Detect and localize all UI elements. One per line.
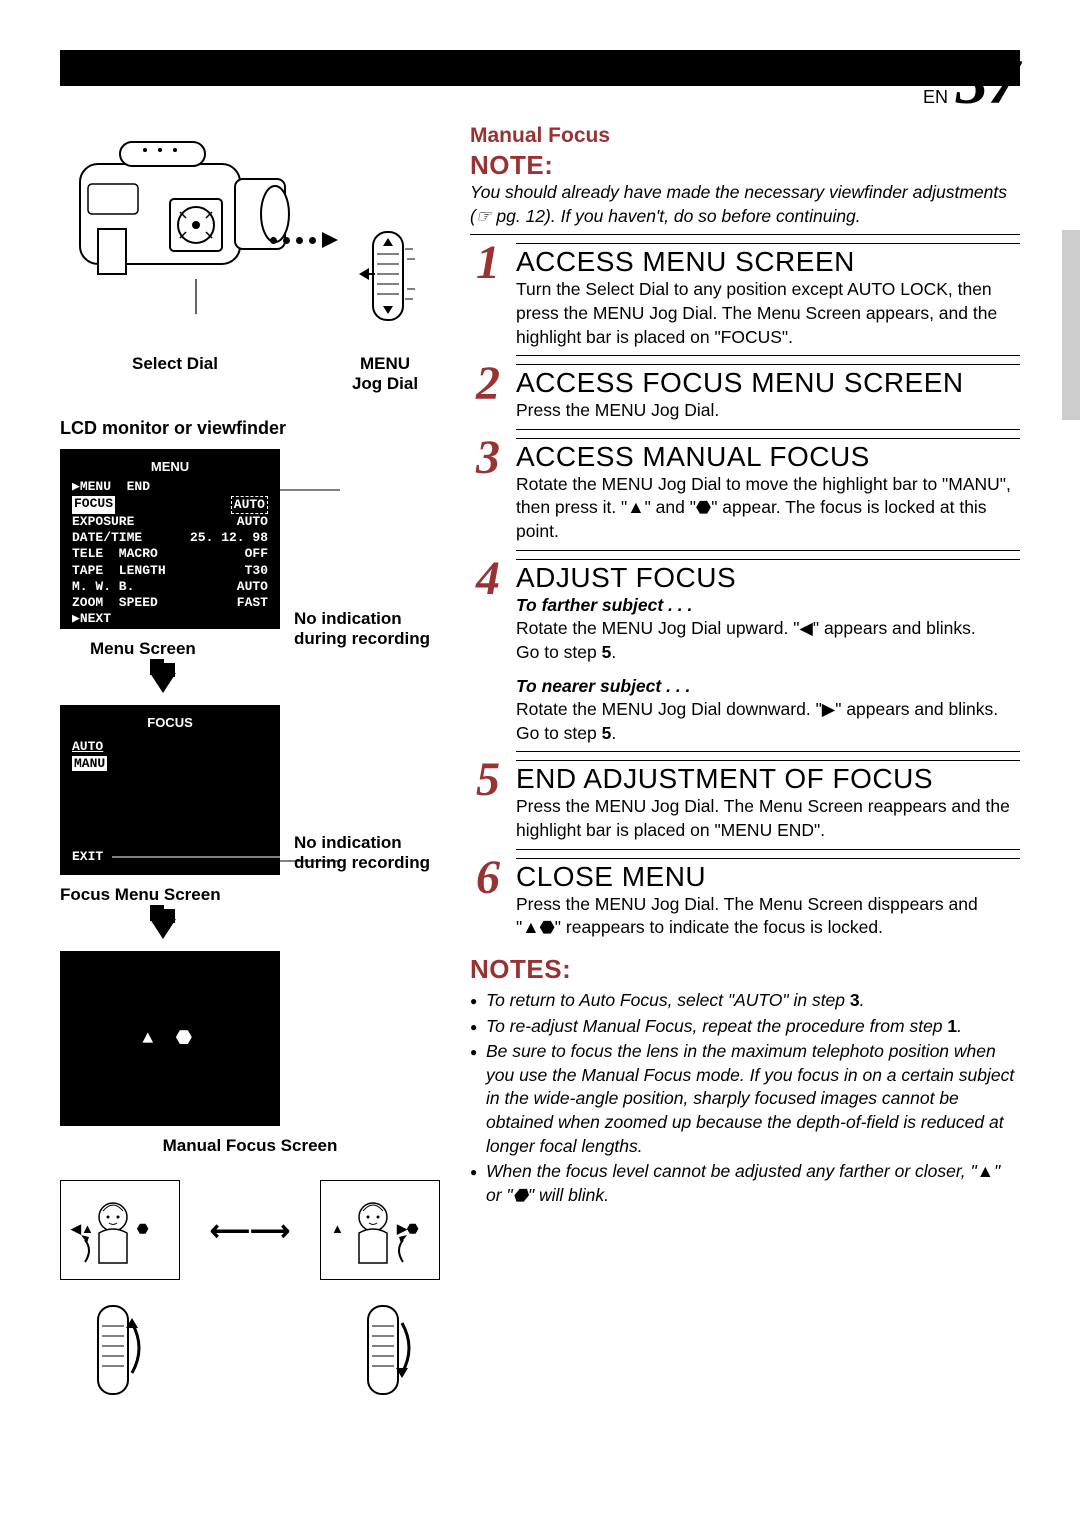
focus-diagram: ◀▲ ⬣ ⟵⟶ ▲ ▶⬣ [60,1180,440,1280]
step-body-text: Press the MENU Jog Dial. The Menu Screen… [516,893,1020,940]
step: 1 ACCESS MENU SCREENTurn the Select Dial … [470,243,1020,349]
notes-item: Be sure to focus the lens in the maximum… [470,1040,1020,1158]
svg-text:◀▲: ◀▲ [70,1221,94,1236]
menu-item: EXPOSUREAUTO [72,514,268,530]
page-number-row: EN 37 [60,50,1020,114]
notes-list: To return to Auto Focus, select "AUTO" i… [470,989,1020,1208]
person-near-box: ▲ ▶⬣ [320,1180,440,1280]
menu-screen: MENU ▶MENU ENDFOCUSAUTOEXPOSUREAUTODATE/… [60,449,280,629]
menu-item: ▶NEXT [72,611,268,627]
menu-item: TELE MACROOFF [72,546,268,562]
camcorder-illustration [60,124,440,354]
step-number: 4 [470,559,506,746]
menu-screen-caption: Menu Screen [90,639,280,659]
step-number: 2 [470,364,506,423]
menu-item: ▶MENU END [72,479,268,495]
step-number: 6 [470,858,506,940]
page: EN 37 [0,0,1080,1448]
step-title: ADJUST FOCUS [516,559,1020,592]
menu-item: ZOOM SPEEDFAST [72,595,268,611]
person-far-icon: ◀▲ ⬣ [65,1185,175,1275]
jog-dial-down-icon [350,1298,420,1408]
svg-text:▲: ▲ [331,1221,344,1236]
step-body-text: Rotate the MENU Jog Dial to move the hig… [516,473,1020,544]
left-column: Select Dial MENU Jog Dial LCD monitor or… [60,124,440,1408]
jog-dial-up-icon [80,1298,150,1408]
page-number: 37 [956,50,1020,114]
focus-header: FOCUS [72,715,268,731]
focus-exit: EXIT [72,849,103,865]
lcd-title: LCD monitor or viewfinder [60,418,440,439]
menu-label-1: MENU [330,354,440,374]
step-title: ACCESS FOCUS MENU SCREEN [516,364,1020,397]
step: 2 ACCESS FOCUS MENU SCREENPress the MENU … [470,364,1020,423]
step-number: 5 [470,760,506,842]
notes-header: NOTES: [470,954,1020,985]
step-number: 1 [470,243,506,349]
notes-item: To return to Auto Focus, select "AUTO" i… [470,989,1020,1013]
focus-manu: MANU [72,756,268,772]
step: 6 CLOSE MENUPress the MENU Jog Dial. The … [470,858,1020,940]
dial-row [60,1298,440,1408]
section-title: Manual Focus [470,124,1020,148]
separator [470,234,1020,235]
page-lang: EN [923,87,948,108]
menu-item: TAPE LENGTHT30 [72,563,268,579]
notes-item: When the focus level cannot be adjusted … [470,1160,1020,1207]
menu-header: MENU [72,459,268,475]
step: 4ADJUST FOCUSTo farther subject . . .Rot… [470,559,1020,746]
double-arrow-icon: ⟵⟶ [210,1214,290,1247]
grey-side-tab [1062,230,1080,420]
menu-jog-dial-icon [355,224,425,334]
focus-side-note: No indication during recording [294,833,440,874]
menu-side-note: No indication during recording [294,609,440,650]
step-title: ACCESS MANUAL FOCUS [516,438,1020,471]
step-number: 3 [470,438,506,544]
step-title: CLOSE MENU [516,858,1020,891]
callout-line-icon [260,485,340,495]
note-body: You should already have made the necessa… [470,181,1020,228]
step: 3 ACCESS MANUAL FOCUSRotate the MENU Jog … [470,438,1020,544]
step: 5 END ADJUSTMENT OF FOCUSPress the MENU J… [470,760,1020,842]
svg-text:▶⬣: ▶⬣ [396,1221,419,1236]
focus-auto: AUTO [72,739,268,755]
menu-label-2: Jog Dial [330,374,440,394]
focus-screen-caption: Focus Menu Screen [60,885,280,905]
note-header: NOTE: [470,150,1020,181]
right-column: Manual Focus NOTE: You should already ha… [470,124,1020,1408]
step-title: END ADJUSTMENT OF FOCUS [516,760,1020,793]
menu-item: DATE/TIME25. 12. 98 [72,530,268,546]
menu-item: FOCUSAUTO [72,496,268,514]
focus-menu-screen: FOCUS AUTO MANU EXIT [60,705,280,875]
manual-focus-caption: Manual Focus Screen [60,1136,440,1156]
svg-text:⬣: ⬣ [136,1221,149,1236]
camcorder-labels: Select Dial MENU Jog Dial [60,354,440,394]
step-body-text: Press the MENU Jog Dial. The Menu Screen… [516,795,1020,842]
callout-line-icon [278,860,338,862]
step-body-text: Press the MENU Jog Dial. [516,399,1020,423]
menu-item: M. W. B.AUTO [72,579,268,595]
step-title: ACCESS MENU SCREEN [516,243,1020,276]
manual-focus-screen: ▲ ⬣ [60,951,280,1126]
person-near-icon: ▲ ▶⬣ [325,1185,435,1275]
person-far-box: ◀▲ ⬣ [60,1180,180,1280]
camcorder-icon [60,124,290,314]
select-dial-label: Select Dial [60,354,290,374]
dots-arrow-icon [270,232,338,248]
notes-item: To re-adjust Manual Focus, repeat the pr… [470,1015,1020,1039]
step-body-text: Turn the Select Dial to any position exc… [516,278,1020,349]
manual-focus-icons: ▲ ⬣ [142,1027,197,1050]
